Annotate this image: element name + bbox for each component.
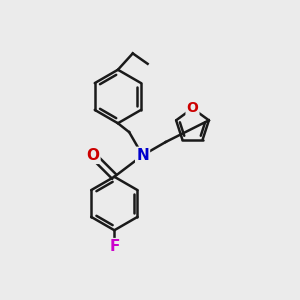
Text: O: O xyxy=(86,148,99,163)
Text: F: F xyxy=(109,239,119,254)
Text: O: O xyxy=(187,101,198,116)
Text: N: N xyxy=(136,148,149,163)
